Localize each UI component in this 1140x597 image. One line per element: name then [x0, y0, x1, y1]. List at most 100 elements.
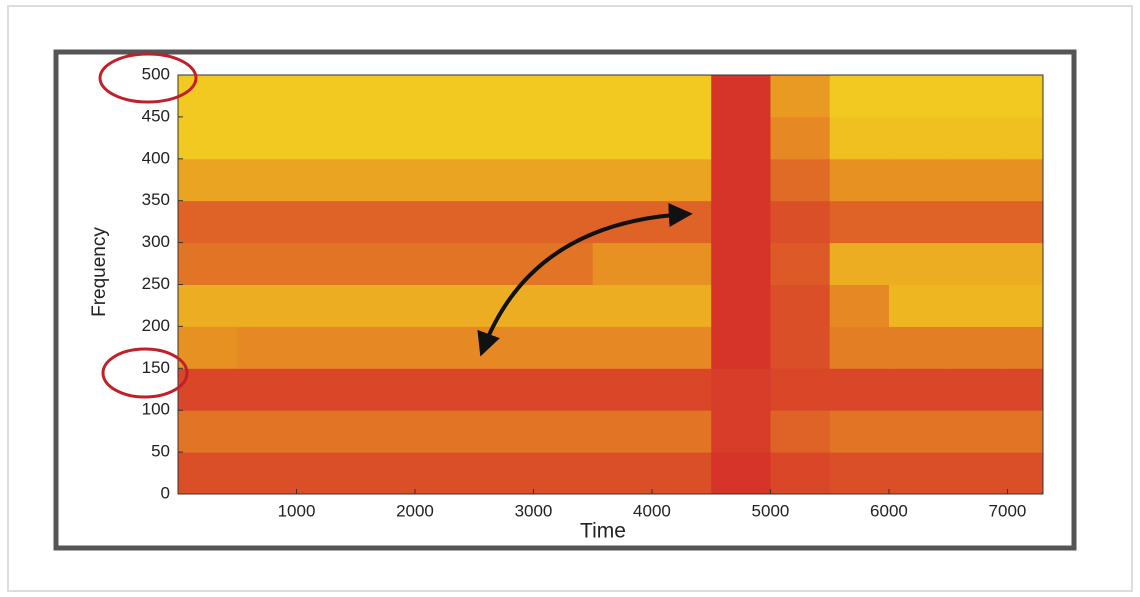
heatmap-cell — [651, 284, 712, 327]
heatmap-cell — [711, 410, 771, 453]
heatmap-cell — [888, 158, 949, 202]
heatmap-cell — [178, 200, 238, 244]
heatmap-cell — [711, 452, 771, 495]
heatmap-cell — [592, 75, 653, 118]
heatmap-cell — [948, 200, 1008, 244]
annotation-arrow — [477, 202, 693, 357]
heatmap-cell — [474, 75, 534, 118]
heatmap-cell — [237, 158, 297, 202]
heatmap-cell — [414, 116, 475, 160]
heatmap-cell — [178, 116, 238, 160]
heatmap-cell — [237, 200, 297, 244]
heatmap-cell — [178, 242, 238, 285]
heatmap-cell — [414, 200, 475, 244]
heatmap-cell — [414, 368, 475, 411]
y-tick-label: 200 — [142, 316, 170, 335]
y-tick-label: 300 — [142, 232, 170, 251]
heatmap-cell — [651, 200, 712, 244]
y-tick-label: 500 — [142, 64, 170, 83]
heatmap-cell — [474, 200, 534, 244]
heatmap-cell — [296, 242, 357, 285]
y-tick-label: 350 — [142, 190, 170, 209]
heatmap-cell — [178, 75, 238, 118]
x-tick-label: 1000 — [278, 501, 316, 520]
y-tick-label: 400 — [142, 148, 170, 167]
heatmap-cell — [711, 284, 771, 327]
heatmap-cell — [533, 284, 594, 327]
y-tick-label: 50 — [151, 442, 170, 461]
heatmap-cell — [414, 410, 475, 453]
heatmap-cell — [948, 452, 1008, 495]
x-tick-label: 4000 — [633, 501, 671, 520]
heatmap-cell — [237, 75, 297, 118]
highlight-circle — [98, 52, 198, 104]
heatmap-cell — [711, 242, 771, 285]
heatmap-cell — [770, 284, 831, 327]
y-tick-label: 250 — [142, 274, 170, 293]
heatmap-cell — [888, 116, 949, 160]
heatmap-cell — [1007, 410, 1044, 453]
heatmap-cell — [1007, 242, 1044, 285]
heatmap-cell — [829, 284, 890, 327]
heatmap-cell — [651, 242, 712, 285]
heatmap-cell — [355, 242, 416, 285]
heatmap-cell — [414, 284, 475, 327]
heatmap-cell — [296, 158, 357, 202]
heatmap-cell — [711, 158, 771, 202]
heatmap-cell — [533, 326, 594, 369]
y-tick-label: 150 — [142, 358, 170, 377]
heatmap-cell — [770, 116, 831, 160]
heatmap-cell — [770, 200, 831, 244]
heatmap-cell — [237, 242, 297, 285]
heatmap-cell — [711, 326, 771, 369]
heatmap-cell — [592, 368, 653, 411]
heatmap-cell — [237, 410, 297, 453]
heatmap-cell — [592, 410, 653, 453]
heatmap-cell — [651, 410, 712, 453]
heatmap-cell — [296, 200, 357, 244]
heatmap-cell — [237, 452, 297, 495]
heatmap-cell — [651, 116, 712, 160]
heatmap-cell — [178, 158, 238, 202]
heatmap-cell — [533, 452, 594, 495]
heatmap-cell — [888, 284, 949, 327]
heatmap-cell — [414, 75, 475, 118]
heatmap-cell — [355, 75, 416, 118]
highlight-circle — [101, 347, 189, 399]
y-tick-label: 100 — [142, 400, 170, 419]
heatmap-cell — [296, 284, 357, 327]
heatmap-cell — [474, 410, 534, 453]
heatmap-cell — [888, 242, 949, 285]
heatmap-cell — [474, 452, 534, 495]
heatmap-cell — [592, 242, 653, 285]
y-axis-label: Frequency — [89, 227, 110, 317]
heatmap-cell — [711, 200, 771, 244]
x-tick-label: 3000 — [515, 501, 553, 520]
heatmap-cell — [888, 200, 949, 244]
heatmap-cell — [711, 75, 771, 118]
heatmap-cell — [592, 158, 653, 202]
heatmap-cell — [829, 158, 890, 202]
heatmap-cell — [829, 242, 890, 285]
heatmap-cell — [178, 284, 238, 327]
y-tick-label: 450 — [142, 106, 170, 125]
heatmap-cell — [888, 75, 949, 118]
x-axis-label: Time — [580, 520, 626, 543]
heatmap-cell — [237, 368, 297, 411]
heatmap-cell — [296, 368, 357, 411]
heatmap-cell — [829, 410, 890, 453]
heatmap — [178, 75, 1044, 495]
heatmap-cell — [888, 326, 949, 369]
x-tick-label: 5000 — [752, 501, 790, 520]
x-tick-label: 6000 — [870, 501, 908, 520]
heatmap-cell — [414, 158, 475, 202]
heatmap-cell — [533, 158, 594, 202]
heatmap-cell — [770, 410, 831, 453]
heatmap-cell — [948, 410, 1008, 453]
heatmap-cell — [829, 75, 890, 118]
heatmap-cell — [355, 200, 416, 244]
heatmap-cell — [296, 326, 357, 369]
x-tick-label: 7000 — [989, 501, 1027, 520]
heatmap-cell — [829, 452, 890, 495]
heatmap-cell — [533, 116, 594, 160]
